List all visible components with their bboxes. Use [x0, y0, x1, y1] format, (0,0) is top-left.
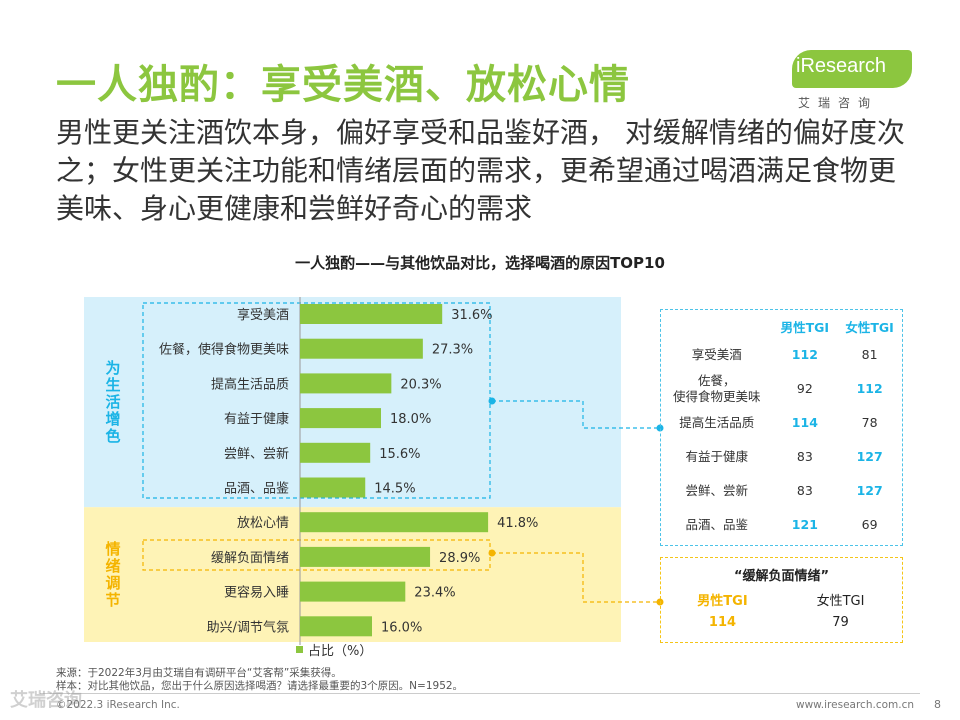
legend-label: 占比（%）: [308, 644, 372, 659]
emotion-male-value: 114: [708, 615, 737, 630]
group-label: 情绪调节: [105, 540, 120, 609]
category-label: 提高生活品质: [211, 376, 289, 392]
tgi-header-male: 男性TGI: [780, 319, 830, 335]
data-label: 27.3%: [432, 343, 473, 358]
tgi-row-label: 提高生活品质: [679, 415, 755, 430]
category-label: 佐餐，使得食物更美味: [159, 342, 289, 358]
category-label: 缓解负面情绪: [211, 551, 289, 566]
highlight-box-yellow: [142, 539, 491, 571]
emotion-tgi-title: “缓解负面情绪”: [733, 569, 830, 584]
tgi-row: 尝鲜、尝新 83 127: [661, 474, 902, 508]
tgi-male-value: 83: [796, 449, 813, 464]
tgi-row: 有益于健康 83 127: [661, 440, 902, 474]
logo-subtext: 艾瑞咨询: [798, 96, 879, 110]
page-subtitle: 男性更关注酒饮本身，偏好享受和品鉴好酒， 对缓解情绪的偏好度次之；女性更关注功能…: [56, 116, 905, 225]
tgi-header-female: 女性TGI: [845, 319, 894, 335]
connector-dot-blue: [488, 397, 496, 405]
tgi-row: 享受美酒 112 81: [661, 338, 902, 372]
tgi-row: 佐餐， 使得食物更美味 92 112: [661, 372, 902, 406]
group-label: 为生活增色: [105, 359, 120, 445]
chart-title: 一人独酌——与其他饮品对比，选择喝酒的原因TOP10: [295, 254, 665, 272]
tgi-row-label: 品酒、品鉴: [685, 517, 748, 532]
tgi-female-value: 78: [861, 415, 878, 430]
page-number: 8: [934, 698, 941, 711]
site-url: www.iresearch.com.cn: [796, 699, 915, 711]
tgi-female-value: 127: [856, 483, 883, 498]
category-label: 享受美酒: [237, 307, 289, 323]
tgi-table-panel: 男性TGI 女性TGI 享受美酒 112 81 佐餐， 使得食物更美味 92 112 提高生活…: [660, 309, 903, 546]
connector-line-yellow: [492, 552, 660, 603]
data-label: 31.6%: [451, 308, 492, 323]
tgi-female-value: 112: [856, 381, 883, 396]
tgi-female-value: 81: [861, 347, 878, 362]
tgi-row-label: 佐餐， 使得食物更美味: [672, 373, 761, 404]
connector-dot-yellow: [488, 549, 496, 557]
tgi-female-value: 127: [856, 449, 883, 464]
tgi-table-body: 享受美酒 112 81 佐餐， 使得食物更美味 92 112 提高生活品质 114 78 有益于健康…: [661, 338, 902, 542]
tgi-male-value: 112: [791, 347, 818, 362]
connector-line-blue: [492, 400, 660, 429]
source-note: 来源：于2022年3月由艾瑞自有调研平台“艾客帮”采集获得。 样本：对比其他饮品…: [56, 667, 463, 693]
emotion-female-value: 79: [832, 615, 849, 630]
emotion-tgi-panel: “缓解负面情绪” 男性TGI 女性TGI 114 79: [660, 557, 903, 643]
data-label: 15.6%: [379, 447, 420, 462]
bar: [300, 408, 381, 429]
emotion-female-header: 女性TGI: [816, 594, 865, 609]
emotion-male-header: 男性TGI: [697, 594, 748, 609]
category-label: 放松心情: [237, 516, 289, 531]
tgi-male-value: 114: [791, 415, 818, 430]
bar: [300, 442, 371, 463]
source-line-1: 来源：于2022年3月由艾瑞自有调研平台“艾客帮”采集获得。: [56, 667, 342, 679]
category-label: 有益于健康: [224, 411, 289, 427]
data-label: 14.5%: [374, 482, 415, 497]
tgi-row-label: 有益于健康: [685, 449, 748, 464]
footer-divider: [40, 693, 920, 694]
category-label: 助兴/调节气氛: [207, 619, 289, 635]
iresearch-logo: iResearch 艾瑞咨询: [792, 50, 922, 114]
category-label: 更容易入睡: [224, 585, 289, 601]
tgi-table: 男性TGI 女性TGI 享受美酒 112 81 佐餐， 使得食物更美味 92 112 提高生活…: [661, 314, 902, 542]
tgi-female-value: 69: [861, 517, 878, 532]
page-title: 一人独酌：享受美酒、放松心情: [56, 62, 630, 108]
source-line-2: 样本：对比其他饮品，您出于什么原因选择喝酒？请选择最重要的3个原因。N=1952…: [56, 680, 464, 692]
logo-badge: [792, 50, 912, 88]
bar: [300, 304, 443, 324]
tgi-male-value: 121: [791, 517, 818, 532]
tgi-male-value: 92: [796, 381, 813, 396]
group-background-blue: [84, 297, 621, 508]
tgi-row: 提高生活品质 114 78: [661, 406, 902, 440]
tgi-row-label: 尝鲜、尝新: [685, 483, 748, 498]
bar: [300, 477, 366, 498]
bar: [300, 373, 392, 394]
data-label: 23.4%: [414, 586, 455, 601]
category-label: 尝鲜、尝新: [224, 446, 289, 462]
tgi-row-label: 享受美酒: [691, 347, 742, 362]
bar: [300, 338, 423, 359]
bar: [300, 512, 489, 533]
logo-text: iResearch: [796, 55, 887, 77]
tgi-row: 品酒、品鉴 121 69: [661, 508, 902, 542]
data-label: 16.0%: [381, 620, 422, 635]
data-label: 28.9%: [439, 551, 480, 566]
legend-swatch: [296, 646, 303, 653]
bar: [300, 581, 406, 602]
category-label: 品酒、品鉴: [224, 482, 289, 497]
bar: [300, 546, 431, 567]
tgi-male-value: 83: [796, 483, 813, 498]
data-label: 18.0%: [390, 412, 431, 427]
copyright: ©2022.3 iResearch Inc.: [56, 699, 180, 711]
data-label: 41.8%: [497, 516, 538, 531]
data-label: 20.3%: [400, 377, 441, 392]
watermark: 艾瑞咨询: [10, 690, 82, 711]
bar: [300, 616, 372, 637]
